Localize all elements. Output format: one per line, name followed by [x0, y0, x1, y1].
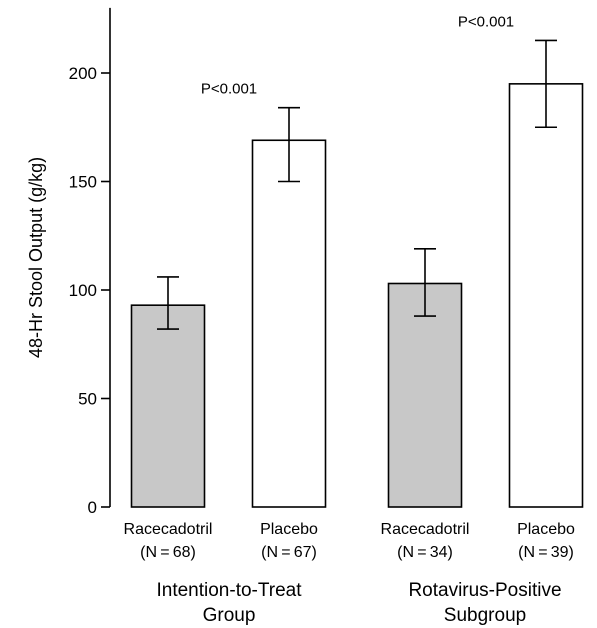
group-label: Group — [203, 605, 256, 626]
axes: 0 50 100 150 200 48-Hr Stool Output (g/kg) — [26, 7, 111, 517]
category-label: Placebo — [517, 521, 575, 538]
sample-size-label: (N = 34) — [397, 544, 453, 561]
sample-size-label: (N = 68) — [140, 544, 196, 561]
y-tick-label: 50 — [78, 390, 97, 409]
category-label: Placebo — [260, 521, 318, 538]
y-tick-label: 0 — [88, 498, 97, 517]
y-axis-title: 48-Hr Stool Output (g/kg) — [26, 157, 46, 358]
group-label: Intention-to-Treat — [156, 580, 302, 601]
y-tick-label: 150 — [69, 173, 97, 192]
sample-size-label: (N = 39) — [518, 544, 574, 561]
group-label: Subgroup — [444, 605, 526, 626]
sample-size-label: (N = 67) — [261, 544, 317, 561]
bar — [130, 304, 206, 508]
group-label: Rotavirus-Positive — [408, 580, 561, 601]
p-value-annotation: P<0.001 — [458, 13, 514, 30]
labels: Racecadotril (N = 68) Placebo (N = 67) P<0.0… — [124, 13, 575, 626]
bar — [387, 282, 463, 508]
category-label: Racecadotril — [381, 521, 470, 538]
p-value-annotation: P<0.001 — [201, 81, 257, 98]
bar — [508, 83, 584, 508]
category-label: Racecadotril — [124, 521, 213, 538]
y-tick-label: 100 — [69, 281, 97, 300]
y-tick-label: 200 — [69, 64, 97, 83]
bars — [130, 39, 584, 508]
bar — [251, 139, 327, 508]
